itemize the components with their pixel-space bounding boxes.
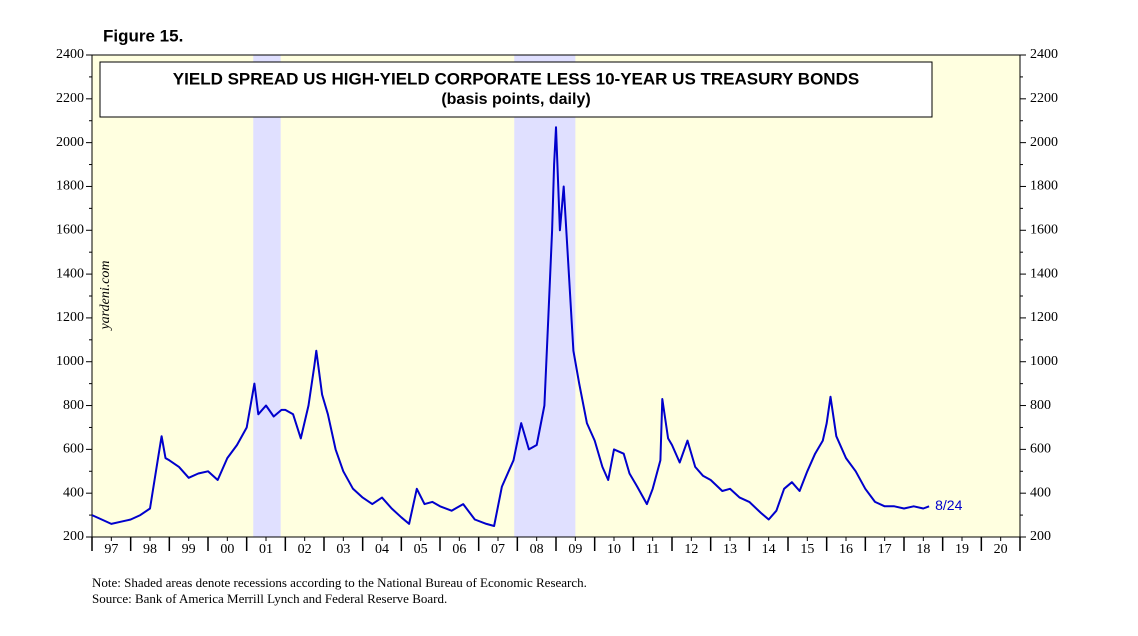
y2-tick-label: 200 (1030, 529, 1051, 544)
y2-tick-label: 1600 (1030, 222, 1058, 237)
y-tick-label: 800 (63, 398, 84, 413)
chart-title: YIELD SPREAD US HIGH-YIELD CORPORATE LES… (173, 69, 859, 88)
source: Source: Bank of America Merrill Lynch an… (92, 591, 447, 606)
x-tick-label: 19 (955, 542, 969, 557)
y-tick-label: 1000 (56, 354, 84, 369)
data-line (91, 126, 930, 527)
y-tick-label: 2000 (56, 135, 84, 150)
y-tick-label: 1800 (56, 179, 84, 194)
x-tick-label: 01 (259, 542, 273, 557)
x-tick-label: 07 (491, 542, 505, 557)
figure-label: Figure 15. (103, 26, 183, 45)
end-annotation: 8/24 (935, 497, 962, 513)
x-tick-label: 08 (530, 542, 544, 557)
x-tick-label: 11 (646, 542, 659, 557)
y-tick-label: 1600 (56, 222, 84, 237)
x-tick-label: 03 (336, 542, 350, 557)
x-tick-label: 16 (839, 542, 853, 557)
x-tick-label: 00 (220, 542, 234, 557)
y-tick-label: 1400 (56, 266, 84, 281)
x-tick-label: 09 (568, 542, 582, 557)
x-tick-label: 20 (994, 542, 1008, 557)
x-tick-label: 17 (878, 542, 892, 557)
x-tick-label: 12 (684, 542, 698, 557)
watermark: yardeni.com (98, 260, 113, 331)
y2-tick-label: 800 (1030, 398, 1051, 413)
y2-tick-label: 400 (1030, 485, 1051, 500)
x-tick-label: 10 (607, 542, 621, 557)
x-tick-label: 02 (298, 542, 312, 557)
x-tick-label: 05 (414, 542, 428, 557)
x-tick-label: 99 (182, 542, 196, 557)
title-box (99, 61, 933, 118)
x-tick-label: 14 (762, 542, 776, 557)
x-tick-label: 15 (800, 542, 814, 557)
y2-tick-label: 1000 (1030, 354, 1058, 369)
recession-band (253, 55, 281, 537)
y2-tick-label: 1400 (1030, 266, 1058, 281)
y2-tick-label: 1800 (1030, 179, 1058, 194)
x-tick-label: 98 (143, 542, 157, 557)
recession-band (514, 55, 576, 537)
x-tick-label: 97 (104, 542, 118, 557)
y2-tick-label: 2400 (1030, 47, 1058, 62)
x-tick-label: 18 (916, 542, 930, 557)
y-tick-label: 200 (63, 529, 84, 544)
y-tick-label: 2400 (56, 47, 84, 62)
x-tick-label: 04 (375, 542, 389, 557)
y2-tick-label: 1200 (1030, 310, 1058, 325)
y-tick-label: 600 (63, 442, 84, 457)
chart-subtitle: (basis points, daily) (441, 91, 590, 108)
y2-tick-label: 600 (1030, 442, 1051, 457)
y-tick-label: 2200 (56, 91, 84, 106)
x-tick-label: 06 (452, 542, 466, 557)
y-tick-label: 1200 (56, 310, 84, 325)
x-tick-label: 13 (723, 542, 737, 557)
note: Note: Shaded areas denote recessions acc… (92, 575, 587, 590)
y2-tick-label: 2200 (1030, 91, 1058, 106)
y2-tick-label: 2000 (1030, 135, 1058, 150)
y-tick-label: 400 (63, 485, 84, 500)
